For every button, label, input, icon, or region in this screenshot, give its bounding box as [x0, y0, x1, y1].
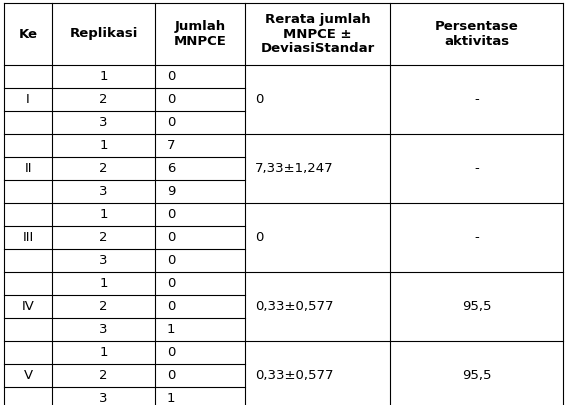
Text: 0: 0	[167, 254, 175, 267]
Text: Persentase
aktivitas: Persentase aktivitas	[435, 20, 518, 48]
Text: 0: 0	[167, 277, 175, 290]
Text: 0: 0	[255, 231, 264, 244]
Text: -: -	[474, 231, 479, 244]
Text: III: III	[22, 231, 33, 244]
Text: 0: 0	[167, 93, 175, 106]
Text: 0,33±0,577: 0,33±0,577	[255, 369, 333, 382]
Text: Rerata jumlah
MNPCE ±
DeviasiStandar: Rerata jumlah MNPCE ± DeviasiStandar	[260, 13, 375, 55]
Text: 95,5: 95,5	[462, 300, 491, 313]
Text: Jumlah
MNPCE: Jumlah MNPCE	[174, 20, 226, 48]
Text: 0: 0	[167, 369, 175, 382]
Text: I: I	[26, 93, 30, 106]
Text: 1: 1	[167, 392, 176, 405]
Text: 0: 0	[167, 70, 175, 83]
Text: 0: 0	[167, 346, 175, 359]
Text: 3: 3	[99, 323, 108, 336]
Text: 0: 0	[167, 208, 175, 221]
Text: 2: 2	[99, 300, 108, 313]
Text: 1: 1	[99, 70, 108, 83]
Text: 6: 6	[167, 162, 175, 175]
Text: 7,33±1,247: 7,33±1,247	[255, 162, 333, 175]
Text: 2: 2	[99, 162, 108, 175]
Text: 0: 0	[167, 116, 175, 129]
Text: 0: 0	[167, 300, 175, 313]
Text: Replikasi: Replikasi	[69, 28, 138, 40]
Text: Ke: Ke	[19, 28, 37, 40]
Text: 95,5: 95,5	[462, 369, 491, 382]
Text: 7: 7	[167, 139, 176, 152]
Text: 9: 9	[167, 185, 175, 198]
Text: 2: 2	[99, 369, 108, 382]
Text: 1: 1	[99, 139, 108, 152]
Text: 0: 0	[255, 93, 264, 106]
Text: 2: 2	[99, 231, 108, 244]
Text: II: II	[24, 162, 32, 175]
Text: 0: 0	[167, 231, 175, 244]
Text: IV: IV	[22, 300, 35, 313]
Text: 3: 3	[99, 185, 108, 198]
Text: 3: 3	[99, 254, 108, 267]
Text: 0,33±0,577: 0,33±0,577	[255, 300, 333, 313]
Text: 2: 2	[99, 93, 108, 106]
Text: 1: 1	[99, 346, 108, 359]
Text: 3: 3	[99, 116, 108, 129]
Text: 1: 1	[99, 277, 108, 290]
Text: V: V	[23, 369, 32, 382]
Text: 3: 3	[99, 392, 108, 405]
Text: -: -	[474, 162, 479, 175]
Text: -: -	[474, 93, 479, 106]
Text: 1: 1	[99, 208, 108, 221]
Text: 1: 1	[167, 323, 176, 336]
